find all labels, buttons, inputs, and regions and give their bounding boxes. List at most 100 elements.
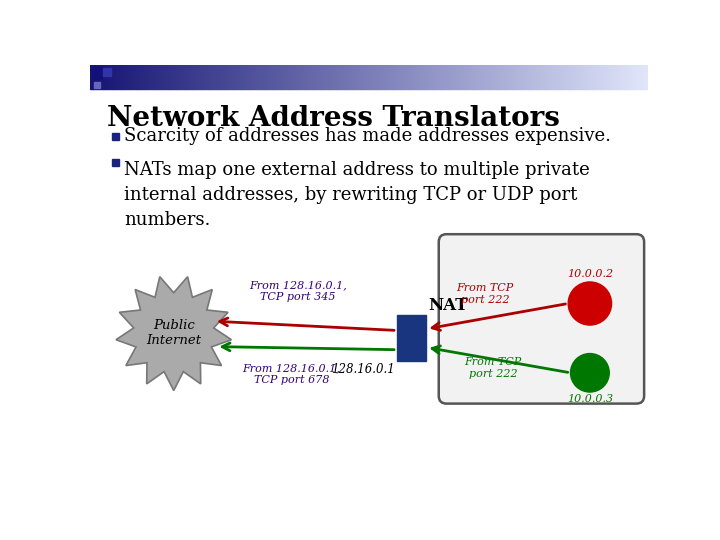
Bar	[226, 65, 228, 90]
Text: From TCP
port 222: From TCP port 222	[456, 284, 514, 305]
Bar	[183, 65, 184, 90]
Bar	[594, 65, 595, 90]
Bar	[537, 65, 538, 90]
Bar	[173, 65, 174, 90]
Bar	[141, 65, 142, 90]
Bar	[368, 65, 369, 90]
Bar	[399, 65, 400, 90]
Bar	[444, 65, 445, 90]
Bar	[92, 67, 102, 79]
Bar	[575, 65, 576, 90]
Bar	[215, 65, 216, 90]
Bar	[211, 65, 212, 90]
Bar	[348, 65, 349, 90]
Bar	[243, 65, 244, 90]
Bar	[617, 65, 618, 90]
Bar	[451, 65, 452, 90]
Bar	[482, 65, 483, 90]
Bar	[614, 65, 615, 90]
Bar	[613, 65, 614, 90]
Bar	[425, 65, 426, 90]
Bar	[423, 65, 424, 90]
Bar	[91, 65, 92, 90]
Bar	[133, 65, 134, 90]
Bar	[520, 65, 521, 90]
Bar	[607, 65, 608, 90]
Bar	[121, 65, 122, 90]
Bar	[616, 65, 617, 90]
Bar	[356, 65, 357, 90]
Bar	[199, 65, 200, 90]
Bar	[518, 65, 519, 90]
Bar	[601, 65, 602, 90]
Bar	[241, 65, 242, 90]
Bar	[517, 65, 518, 90]
Bar	[344, 65, 345, 90]
Bar	[476, 65, 477, 90]
Bar	[221, 65, 222, 90]
Bar	[118, 65, 119, 90]
Bar	[647, 65, 648, 90]
Bar	[207, 65, 208, 90]
Bar	[377, 65, 378, 90]
Bar	[563, 65, 564, 90]
Bar	[421, 65, 422, 90]
Bar	[551, 65, 552, 90]
Bar	[378, 65, 379, 90]
Bar	[174, 65, 175, 90]
Bar	[313, 65, 314, 90]
Bar	[568, 65, 569, 90]
Bar	[530, 65, 531, 90]
Bar	[640, 65, 641, 90]
Bar	[603, 65, 604, 90]
Bar	[438, 65, 439, 90]
Bar	[540, 65, 541, 90]
Bar	[94, 65, 96, 90]
Bar	[361, 65, 362, 90]
Bar	[332, 65, 333, 90]
Bar	[374, 65, 375, 90]
Bar	[360, 65, 361, 90]
Bar	[210, 65, 211, 90]
Bar	[587, 65, 588, 90]
Bar	[474, 65, 475, 90]
Bar	[177, 65, 178, 90]
Bar	[213, 65, 214, 90]
Bar	[107, 65, 108, 90]
Bar	[286, 65, 287, 90]
Bar	[216, 65, 217, 90]
Bar	[481, 65, 482, 90]
Bar	[466, 65, 467, 90]
Bar	[150, 65, 151, 90]
Bar	[108, 65, 109, 90]
Bar	[276, 65, 277, 90]
Bar	[408, 65, 409, 90]
Bar	[426, 65, 427, 90]
Bar	[632, 65, 634, 90]
Bar	[114, 65, 116, 90]
Bar	[232, 65, 233, 90]
Bar	[449, 65, 451, 90]
Bar	[620, 65, 621, 90]
Bar	[611, 65, 612, 90]
Bar	[387, 65, 388, 90]
Bar	[165, 65, 166, 90]
Bar	[196, 65, 197, 90]
Bar	[646, 65, 647, 90]
Bar	[236, 65, 238, 90]
Bar	[494, 65, 495, 90]
Bar	[462, 65, 463, 90]
Text: Scarcity of addresses has made addresses expensive.: Scarcity of addresses has made addresses…	[124, 127, 611, 145]
Bar	[339, 65, 340, 90]
Bar	[287, 65, 289, 90]
Bar	[420, 65, 421, 90]
Bar	[427, 65, 428, 90]
Bar	[274, 65, 275, 90]
Bar	[395, 65, 396, 90]
Bar	[533, 65, 534, 90]
Bar	[171, 65, 172, 90]
Bar	[307, 65, 309, 90]
Bar	[455, 65, 456, 90]
Bar	[300, 65, 301, 90]
Bar	[289, 65, 290, 90]
